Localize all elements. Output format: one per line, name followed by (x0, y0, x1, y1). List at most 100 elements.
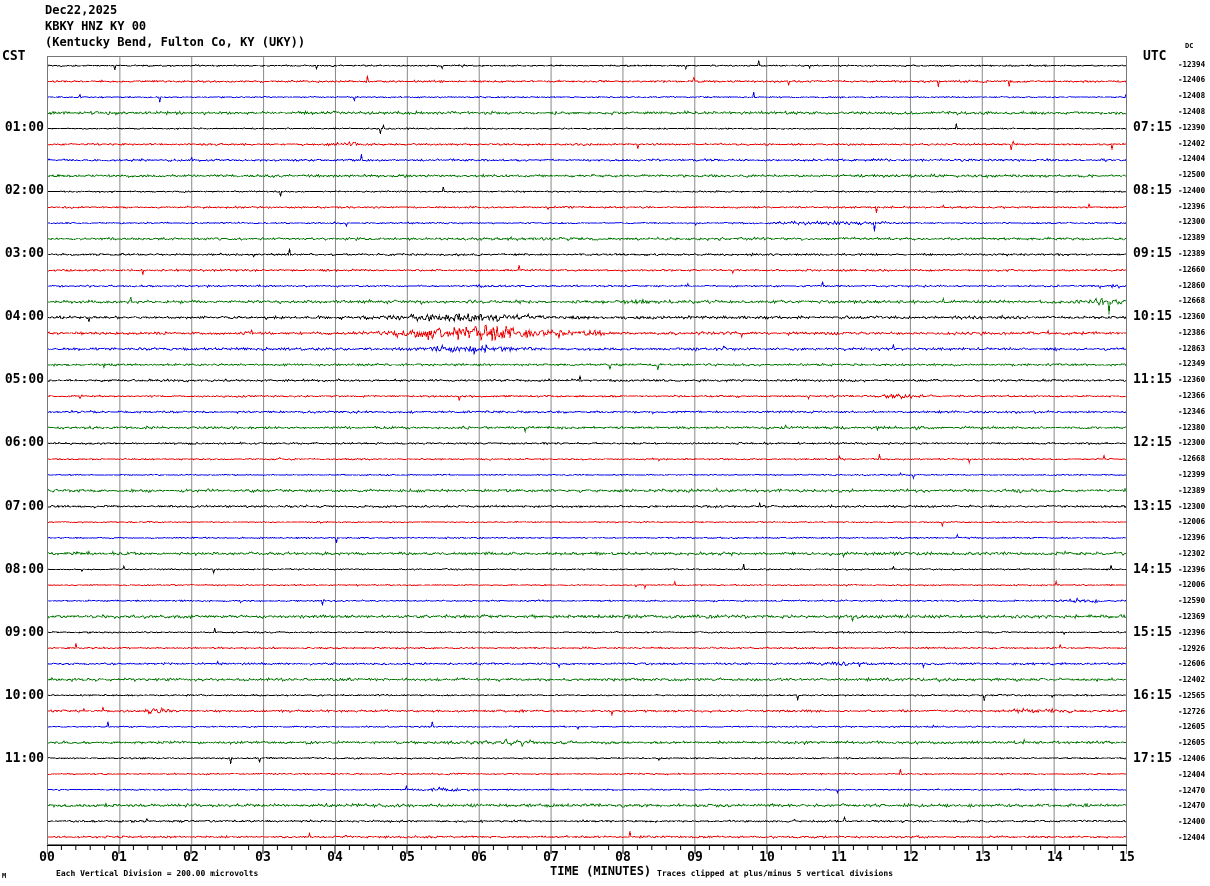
x-axis-tick-label: 08 (615, 850, 631, 865)
dc-offset-label: -12369 (1178, 611, 1206, 621)
dc-offset-label: -12404 (1178, 832, 1206, 842)
dc-offset-label: -12349 (1178, 359, 1206, 369)
dc-offset-label: -12668 (1178, 454, 1206, 464)
dc-offset-label: -12606 (1178, 659, 1206, 669)
dc-offset-label: -12590 (1178, 596, 1206, 606)
dc-offset-label: -12668 (1178, 296, 1206, 306)
x-axis-tick-label: 15 (1119, 850, 1135, 865)
header-station: KBKY HNZ KY 00 (45, 19, 147, 33)
left-hour-label: 07:00 (4, 498, 44, 514)
x-axis-title: TIME (MINUTES) (550, 864, 652, 878)
dc-offset-label: -12408 (1178, 107, 1206, 117)
dc-offset-label: -12300 (1178, 438, 1206, 448)
x-axis-tick-marks (47, 845, 1127, 854)
left-hour-label: 09:00 (4, 624, 44, 640)
left-hour-label: 10:00 (4, 687, 44, 703)
left-hour-label: 03:00 (4, 246, 44, 262)
dc-offset-label: -12389 (1178, 485, 1206, 495)
dc-offset-label: -12404 (1178, 769, 1206, 779)
x-axis-tick-label: 13 (975, 850, 991, 865)
left-hour-label: 01:00 (4, 119, 44, 135)
x-axis-tick-label: 07 (543, 850, 559, 865)
corner-mark: M (2, 872, 7, 880)
left-hour-label: 02:00 (4, 182, 44, 198)
x-axis-ticks (47, 845, 1127, 861)
dc-offset-label: -12726 (1178, 706, 1206, 716)
dc-column-header: DC (1185, 42, 1194, 50)
dc-offset-label: -12390 (1178, 122, 1206, 132)
x-axis-tick-label: 03 (255, 850, 271, 865)
dc-offset-label: -12396 (1178, 201, 1206, 211)
dc-offset-label: -12400 (1178, 817, 1206, 827)
right-timezone-label: UTC (1143, 49, 1167, 64)
left-hour-label: 08:00 (4, 561, 44, 577)
right-hour-label: 13:15 (1133, 498, 1173, 514)
header-location: (Kentucky Bend, Fulton Co, KY (UKY)) (45, 35, 306, 49)
x-axis-tick-label: 14 (1047, 850, 1063, 865)
right-hour-label: 12:15 (1133, 435, 1173, 451)
dc-offset-label: -12605 (1178, 738, 1206, 748)
dc-offset-label: -12300 (1178, 501, 1206, 511)
dc-offset-label: -12470 (1178, 801, 1206, 811)
x-axis-tick-label: 09 (687, 850, 703, 865)
dc-offset-label: -12402 (1178, 675, 1206, 685)
dc-offset-label: -12605 (1178, 722, 1206, 732)
x-axis-tick-label: 00 (39, 850, 55, 865)
dc-offset-label: -12386 (1178, 327, 1206, 337)
dc-offset-label: -12006 (1178, 580, 1206, 590)
dc-offset-label: -12408 (1178, 91, 1206, 101)
dc-offset-label: -12399 (1178, 469, 1206, 479)
dc-offset-label: -12389 (1178, 233, 1206, 243)
right-hour-label: 15:15 (1133, 624, 1173, 640)
dc-offset-label: -12396 (1178, 627, 1206, 637)
right-hour-label: 10:15 (1133, 309, 1173, 325)
left-hour-label: 06:00 (4, 435, 44, 451)
dc-offset-label: -12926 (1178, 643, 1206, 653)
scale-note: Each Vertical Division = 200.00 microvol… (56, 869, 259, 878)
dc-offset-label: -12400 (1178, 185, 1206, 195)
x-axis-tick-label: 12 (903, 850, 919, 865)
x-axis-tick-label: 05 (399, 850, 415, 865)
dc-offset-label: -12389 (1178, 249, 1206, 259)
right-hour-label: 07:15 (1133, 119, 1173, 135)
dc-offset-label: -12360 (1178, 375, 1206, 385)
right-hour-label: 17:15 (1133, 750, 1173, 766)
dc-offset-label: -12470 (1178, 785, 1206, 795)
left-timezone-label: CST (2, 49, 26, 64)
dc-offset-label: -12396 (1178, 564, 1206, 574)
left-hour-label: 04:00 (4, 309, 44, 325)
x-axis-tick-label: 02 (183, 850, 199, 865)
dc-offset-label: -12406 (1178, 753, 1206, 763)
dc-offset-label: -12406 (1178, 75, 1206, 85)
dc-offset-label: -12380 (1178, 422, 1206, 432)
right-hour-label: 09:15 (1133, 246, 1173, 262)
seismogram-canvas (48, 57, 1126, 844)
x-axis-tick-label: 04 (327, 850, 343, 865)
x-axis-tick-label: 01 (111, 850, 127, 865)
dc-offset-label: -12500 (1178, 170, 1206, 180)
dc-offset-label: -12300 (1178, 217, 1206, 227)
right-hour-label: 08:15 (1133, 182, 1173, 198)
dc-offset-label: -12006 (1178, 517, 1206, 527)
dc-offset-label: -12860 (1178, 280, 1206, 290)
header-date: Dec22,2025 (45, 3, 118, 17)
dc-offset-label: -12394 (1178, 59, 1206, 69)
dc-offset-label: -12360 (1178, 312, 1206, 322)
dc-offset-label: -12346 (1178, 406, 1206, 416)
dc-offset-label: -12565 (1178, 690, 1206, 700)
dc-offset-label: -12402 (1178, 138, 1206, 148)
x-axis-tick-label: 11 (831, 850, 847, 865)
left-hour-label: 11:00 (4, 750, 44, 766)
dc-offset-label: -12302 (1178, 548, 1206, 558)
x-axis-tick-label: 10 (759, 850, 775, 865)
dc-offset-label: -12660 (1178, 264, 1206, 274)
dc-offset-label: -12366 (1178, 391, 1206, 401)
right-hour-label: 11:15 (1133, 372, 1173, 388)
right-hour-label: 14:15 (1133, 561, 1173, 577)
right-hour-label: 16:15 (1133, 687, 1173, 703)
helicorder-plot[interactable] (47, 56, 1127, 845)
left-hour-label: 05:00 (4, 372, 44, 388)
clipping-note: Traces clipped at plus/minus 5 vertical … (657, 869, 894, 878)
x-axis-tick-label: 06 (471, 850, 487, 865)
dc-offset-label: -12404 (1178, 154, 1206, 164)
